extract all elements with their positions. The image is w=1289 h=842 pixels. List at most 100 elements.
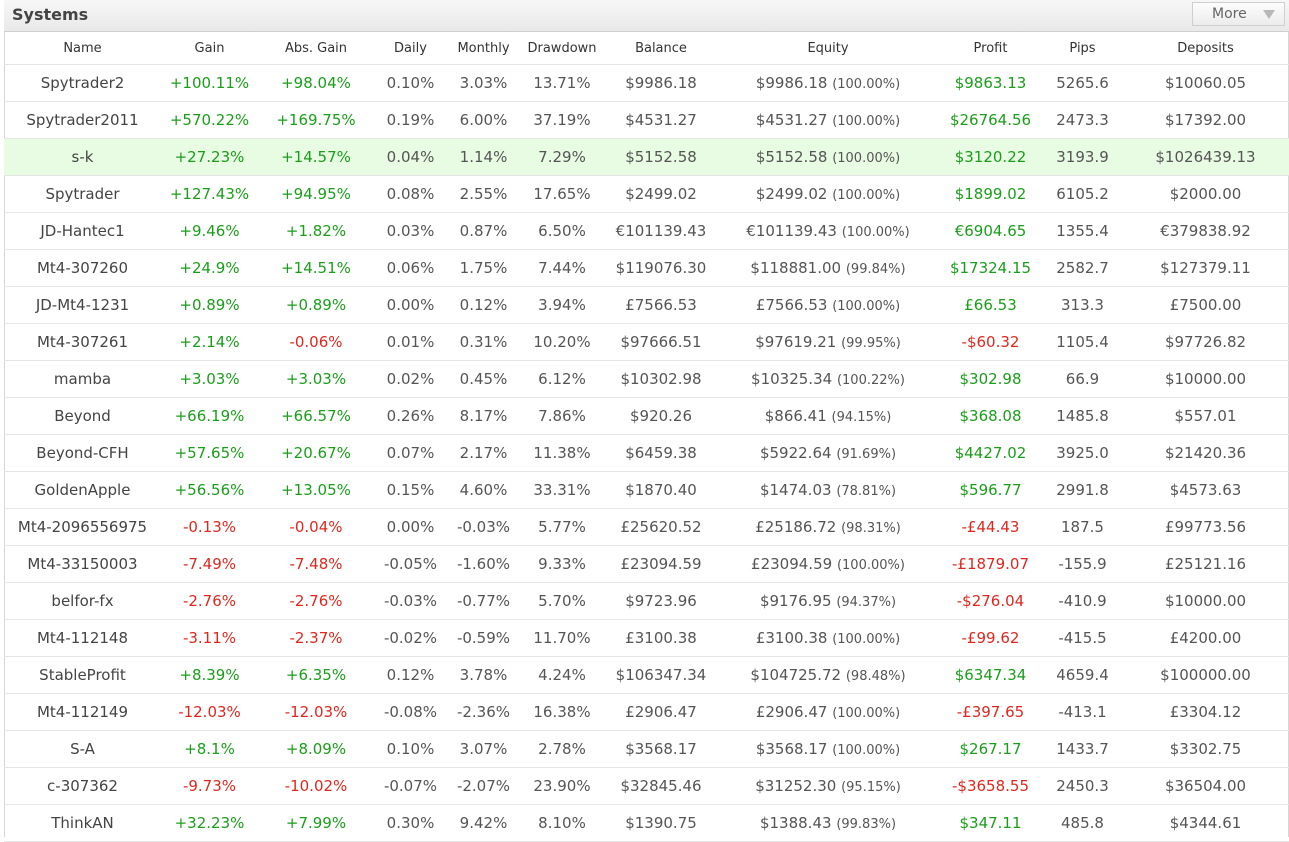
cell-equity: $3568.17 (100.00%): [718, 730, 938, 768]
equity-value: $5152.58: [755, 148, 828, 166]
table-row[interactable]: Mt4-307260 +24.9% +14.51% 0.06% 1.75% 7.44% $1…: [4, 249, 1289, 287]
cell-daily: 0.00%: [374, 286, 447, 324]
cell-gain: +0.89%: [161, 286, 258, 324]
cell-drawdown: 13.71%: [520, 64, 604, 102]
cell-name[interactable]: Spytrader2: [4, 64, 161, 102]
table-row[interactable]: Mt4-112149 -12.03% -12.03% -0.08% -2.36% 16.3…: [4, 693, 1289, 731]
cell-name[interactable]: JD-Mt4-1231: [4, 286, 161, 324]
cell-pips: 3925.0: [1043, 434, 1122, 472]
cell-deposits: $10060.05: [1122, 64, 1289, 102]
table-row[interactable]: Mt4-2096556975 -0.13% -0.04% 0.00% -0.03% 5.7…: [4, 508, 1289, 546]
cell-equity: £2906.47 (100.00%): [718, 693, 938, 731]
cell-name[interactable]: Mt4-2096556975: [4, 508, 161, 546]
cell-pips: 1105.4: [1043, 323, 1122, 361]
table-row[interactable]: s-k +27.23% +14.57% 0.04% 1.14% 7.29% $5152.58…: [4, 138, 1289, 176]
cell-name[interactable]: Mt4-33150003: [4, 545, 161, 583]
table-row[interactable]: JD-Hantec1 +9.46% +1.82% 0.03% 0.87% 6.50% €10…: [4, 212, 1289, 250]
cell-name[interactable]: ThinkAN: [4, 804, 161, 842]
cell-name[interactable]: StableProfit: [4, 656, 161, 694]
cell-monthly: 3.07%: [447, 730, 520, 768]
table-row[interactable]: Spytrader2011 +570.22% +169.75% 0.19% 6.00% 3…: [4, 101, 1289, 139]
cell-name[interactable]: Mt4-112149: [4, 693, 161, 731]
cell-name[interactable]: c-307362: [4, 767, 161, 805]
cell-name[interactable]: Beyond-CFH: [4, 434, 161, 472]
column-header-deposits[interactable]: Deposits: [1122, 32, 1289, 65]
cell-name[interactable]: S-A: [4, 730, 161, 768]
table-row[interactable]: GoldenApple +56.56% +13.05% 0.15% 4.60% 33.31…: [4, 471, 1289, 509]
cell-profit: $3120.22: [938, 138, 1043, 176]
cell-gain: +570.22%: [161, 101, 258, 139]
cell-balance: $920.26: [604, 397, 718, 435]
column-header-monthly[interactable]: Monthly: [447, 32, 520, 65]
table-row[interactable]: Beyond-CFH +57.65% +20.67% 0.07% 2.17% 11.38%…: [4, 434, 1289, 472]
cell-pips: 1485.8: [1043, 397, 1122, 435]
cell-monthly: -2.07%: [447, 767, 520, 805]
table-row[interactable]: Mt4-307261 +2.14% -0.06% 0.01% 0.31% 10.20% $9…: [4, 323, 1289, 361]
table-row[interactable]: Beyond +66.19% +66.57% 0.26% 8.17% 7.86% $920.…: [4, 397, 1289, 435]
equity-percent: (98.31%): [841, 521, 901, 536]
cell-name[interactable]: Spytrader: [4, 175, 161, 213]
more-button[interactable]: More: [1192, 2, 1285, 26]
table-row[interactable]: belfor-fx -2.76% -2.76% -0.03% -0.77% 5.70% $9…: [4, 582, 1289, 620]
cell-name[interactable]: Mt4-307260: [4, 249, 161, 287]
cell-name[interactable]: Beyond: [4, 397, 161, 435]
table-row[interactable]: ThinkAN +32.23% +7.99% 0.30% 9.42% 8.10% $1390…: [4, 804, 1289, 842]
table-row[interactable]: StableProfit +8.39% +6.35% 0.12% 3.78% 4.24% $…: [4, 656, 1289, 694]
table-row[interactable]: JD-Mt4-1231 +0.89% +0.89% 0.00% 0.12% 3.94% £7…: [4, 286, 1289, 324]
cell-balance: €101139.43: [604, 212, 718, 250]
cell-daily: 0.08%: [374, 175, 447, 213]
column-header-gain[interactable]: Gain: [161, 32, 258, 65]
cell-monthly: 1.75%: [447, 249, 520, 287]
cell-name[interactable]: Spytrader2011: [4, 101, 161, 139]
column-header-balance[interactable]: Balance: [604, 32, 718, 65]
cell-pips: 4659.4: [1043, 656, 1122, 694]
column-header-equity[interactable]: Equity: [718, 32, 938, 65]
cell-profit: $368.08: [938, 397, 1043, 435]
cell-name[interactable]: Mt4-112148: [4, 619, 161, 657]
equity-value: £23094.59: [751, 555, 833, 573]
cell-deposits: $1026439.13: [1122, 138, 1289, 176]
cell-drawdown: 7.86%: [520, 397, 604, 435]
equity-percent: (100.00%): [832, 632, 901, 647]
cell-abs-gain: -2.37%: [258, 619, 374, 657]
cell-abs-gain: +14.51%: [258, 249, 374, 287]
cell-name[interactable]: JD-Hantec1: [4, 212, 161, 250]
table-row[interactable]: Mt4-112148 -3.11% -2.37% -0.02% -0.59% 11.70%…: [4, 619, 1289, 657]
table-row[interactable]: Mt4-33150003 -7.49% -7.48% -0.05% -1.60% 9.33…: [4, 545, 1289, 583]
column-header-daily[interactable]: Daily: [374, 32, 447, 65]
cell-drawdown: 7.44%: [520, 249, 604, 287]
column-header-abs-gain[interactable]: Abs. Gain: [258, 32, 374, 65]
cell-balance: $2499.02: [604, 175, 718, 213]
cell-name[interactable]: s-k: [4, 138, 161, 176]
equity-value: $9176.95: [759, 592, 832, 610]
cell-deposits: £7500.00: [1122, 286, 1289, 324]
equity-percent: (99.84%): [845, 262, 906, 277]
cell-name[interactable]: GoldenApple: [4, 471, 161, 509]
cell-deposits: €379838.92: [1122, 212, 1289, 250]
column-header-pips[interactable]: Pips: [1043, 32, 1122, 65]
cell-abs-gain: -10.02%: [258, 767, 374, 805]
cell-name[interactable]: belfor-fx: [4, 582, 161, 620]
cell-profit: $26764.56: [938, 101, 1043, 139]
cell-name[interactable]: mamba: [4, 360, 161, 398]
cell-drawdown: 37.19%: [520, 101, 604, 139]
cell-profit: -$276.04: [938, 582, 1043, 620]
cell-drawdown: 9.33%: [520, 545, 604, 583]
cell-pips: 187.5: [1043, 508, 1122, 546]
cell-name[interactable]: Mt4-307261: [4, 323, 161, 361]
cell-drawdown: 7.29%: [520, 138, 604, 176]
equity-percent: (95.15%): [841, 780, 901, 795]
column-header-profit[interactable]: Profit: [938, 32, 1043, 65]
cell-deposits: £99773.56: [1122, 508, 1289, 546]
column-header-name[interactable]: Name: [4, 32, 161, 65]
equity-percent: (100.00%): [832, 706, 901, 721]
table-row[interactable]: Spytrader2 +100.11% +98.04% 0.10% 3.03% 13.71…: [4, 64, 1289, 102]
cell-daily: 0.15%: [374, 471, 447, 509]
table-row[interactable]: mamba +3.03% +3.03% 0.02% 0.45% 6.12% $10302.9…: [4, 360, 1289, 398]
table-row[interactable]: S-A +8.1% +8.09% 0.10% 3.07% 2.78% $3568.17 $35…: [4, 730, 1289, 768]
table-row[interactable]: Spytrader +127.43% +94.95% 0.08% 2.55% 17.65%…: [4, 175, 1289, 213]
cell-deposits: $97726.82: [1122, 323, 1289, 361]
equity-value: $1388.43: [759, 814, 832, 832]
table-row[interactable]: c-307362 -9.73% -10.02% -0.07% -2.07% 23.90% $…: [4, 767, 1289, 805]
column-header-drawdown[interactable]: Drawdown: [520, 32, 604, 65]
